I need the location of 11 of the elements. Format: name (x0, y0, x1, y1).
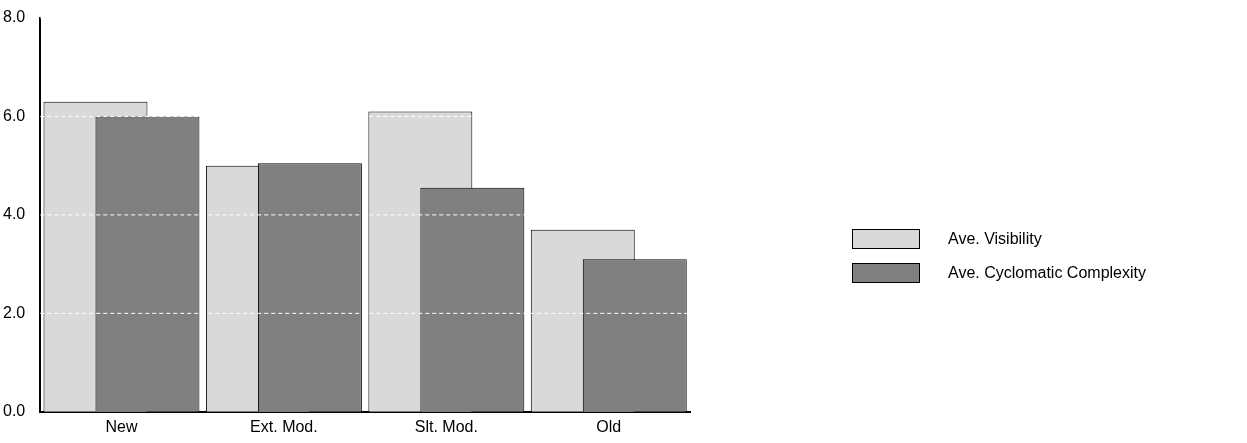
x-tick-label: New (105, 417, 138, 435)
y-tick-label: 8.0 (2, 8, 26, 26)
y-tick-label: 0.0 (2, 402, 26, 420)
legend-label: Ave. Cyclomatic Complexity (948, 264, 1146, 282)
y-tick-label: 2.0 (2, 303, 26, 321)
x-tick-label: Slt. Mod. (414, 417, 478, 435)
legend-label: Ave. Visibility (948, 230, 1042, 248)
x-tick-label: Old (596, 417, 622, 435)
y-tick-label: 4.0 (2, 205, 26, 223)
x-tick-label: Ext. Mod. (250, 417, 318, 435)
y-tick-label: 6.0 (2, 106, 26, 124)
